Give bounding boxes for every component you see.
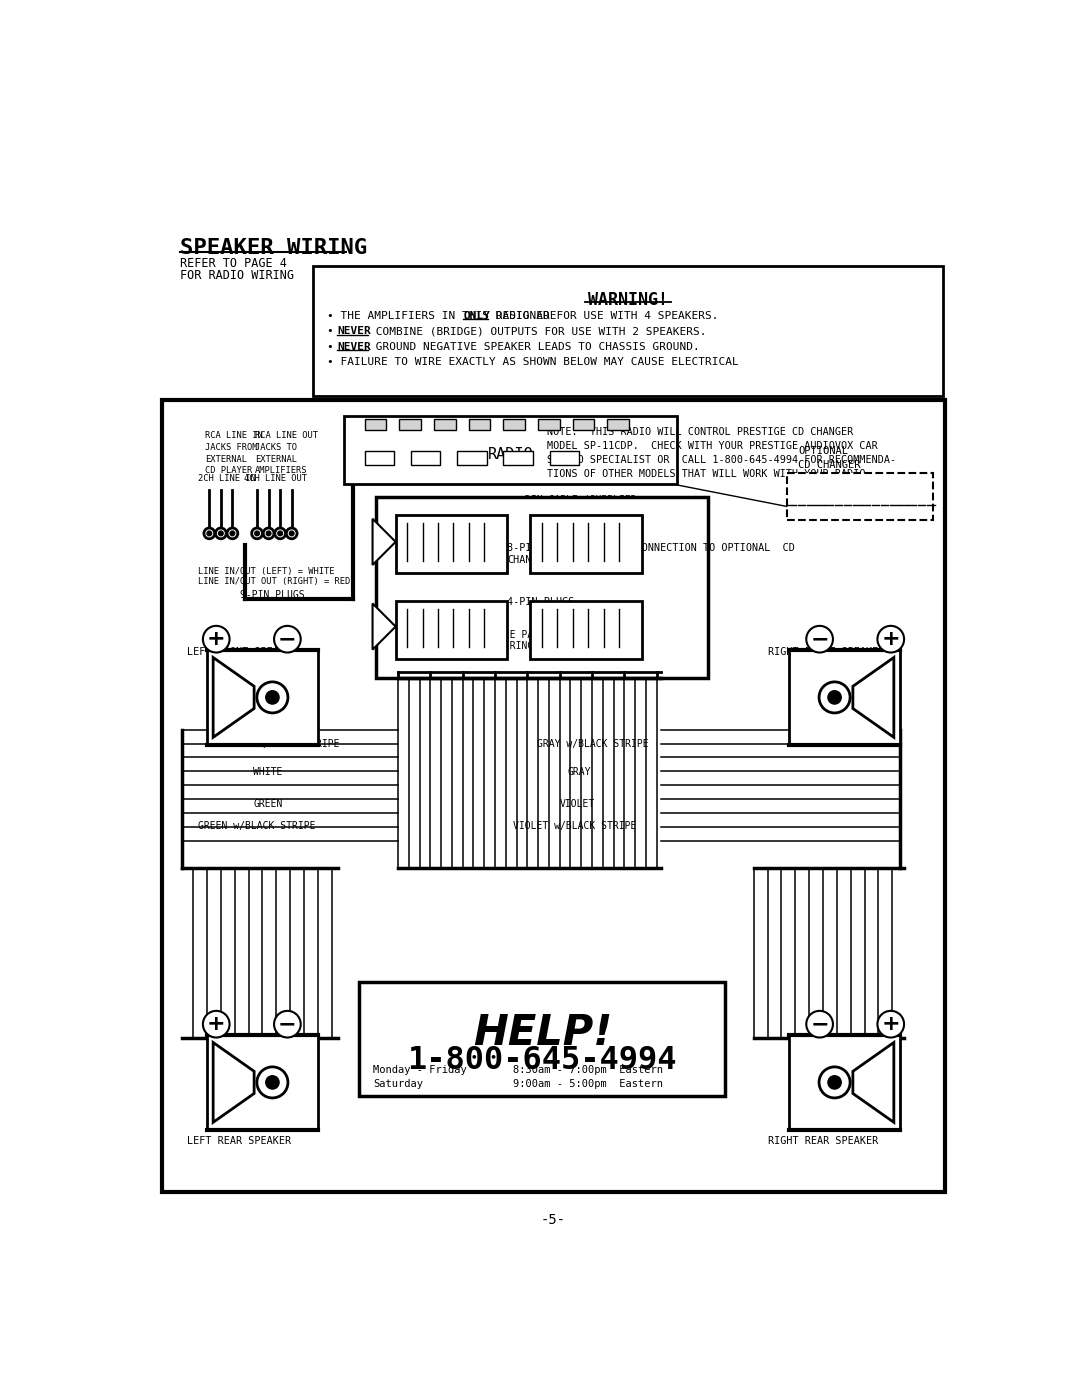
Text: NEVER: NEVER [337, 342, 370, 352]
Text: −: − [810, 629, 829, 650]
Text: 4-PIN PLUGS: 4-PIN PLUGS [508, 597, 575, 606]
Bar [789, 650, 900, 745]
Text: 2CH LINE IN: 2CH LINE IN [198, 474, 256, 483]
Polygon shape [853, 658, 894, 738]
Polygon shape [373, 604, 395, 650]
Bar [530, 515, 642, 573]
Circle shape [828, 1076, 841, 1090]
Text: −: − [278, 629, 297, 650]
Text: 8-PIN DIN SOCKET FOR CONNECTION TO OPTIONAL  CD
CHANGER: 8-PIN DIN SOCKET FOR CONNECTION TO OPTIO… [508, 543, 795, 564]
Polygon shape [373, 518, 395, 564]
Bar [365, 419, 387, 430]
Text: • FAILURE TO WIRE EXACTLY AS SHOWN BELOW MAY CAUSE ELECTRICAL: • FAILURE TO WIRE EXACTLY AS SHOWN BELOW… [327, 358, 739, 367]
Text: 1-800-645-4994: 1-800-645-4994 [407, 1045, 677, 1077]
Text: DESIGNED FOR USE WITH 4 SPEAKERS.: DESIGNED FOR USE WITH 4 SPEAKERS. [489, 312, 718, 321]
Text: +: + [881, 1014, 900, 1034]
Bar [400, 419, 421, 430]
Text: WHITE w/BLACK STRIPE: WHITE w/BLACK STRIPE [222, 739, 340, 749]
Text: RCA LINE IN
JACKS FROM
EXTERNAL
CD PLAYER: RCA LINE IN JACKS FROM EXTERNAL CD PLAYE… [205, 432, 264, 475]
Bar [789, 1035, 900, 1130]
Text: VIOLET: VIOLET [559, 799, 595, 809]
Bar [377, 497, 707, 678]
Bar [207, 650, 318, 745]
Circle shape [278, 531, 283, 535]
Text: WHITE: WHITE [253, 767, 283, 777]
Text: FOR RADIO WIRING: FOR RADIO WIRING [180, 268, 294, 282]
Bar [207, 1035, 318, 1130]
Bar [530, 601, 642, 659]
Circle shape [255, 531, 259, 535]
Bar [162, 400, 945, 1192]
Text: GROUND NEGATIVE SPEAKER LEADS TO CHASSIS GROUND.: GROUND NEGATIVE SPEAKER LEADS TO CHASSIS… [368, 342, 700, 352]
Bar [787, 472, 933, 520]
Text: -5-: -5- [541, 1214, 566, 1228]
Text: RIGHT REAR SPEAKER: RIGHT REAR SPEAKER [768, 1136, 878, 1147]
Bar [469, 419, 490, 430]
Text: +: + [207, 1014, 226, 1034]
Circle shape [266, 690, 279, 704]
Text: SEE PAGE 4 FOR RADIO
WIRING: SEE PAGE 4 FOR RADIO WIRING [498, 630, 616, 651]
Text: GREEN w/BLACK STRIPE: GREEN w/BLACK STRIPE [198, 820, 315, 831]
Circle shape [267, 531, 271, 535]
Text: COMBINE (BRIDGE) OUTPUTS FOR USE WITH 2 SPEAKERS.: COMBINE (BRIDGE) OUTPUTS FOR USE WITH 2 … [368, 327, 706, 337]
Bar [503, 419, 525, 430]
Text: •: • [327, 327, 340, 337]
Bar [345, 416, 677, 485]
Circle shape [266, 1076, 279, 1090]
Text: HELP!: HELP! [473, 1011, 612, 1053]
Text: 4CH LINE OUT: 4CH LINE OUT [244, 474, 307, 483]
Text: NOTE:  THIS RADIO WILL CONTROL PRESTIGE CD CHANGER
MODEL SP-11CDP.  CHECK WITH Y: NOTE: THIS RADIO WILL CONTROL PRESTIGE C… [548, 427, 896, 479]
Text: VIOLET w/BLACK STRIPE: VIOLET w/BLACK STRIPE [513, 820, 636, 831]
Bar [313, 267, 943, 395]
Circle shape [230, 531, 234, 535]
Bar [607, 419, 629, 430]
Circle shape [207, 531, 212, 535]
Text: GRAY w/BLACK STRIPE: GRAY w/BLACK STRIPE [537, 739, 648, 749]
Text: •: • [327, 342, 340, 352]
Bar [411, 451, 441, 465]
Text: GRAY: GRAY [567, 767, 591, 777]
Bar [434, 419, 456, 430]
Text: SPEAKER WIRING: SPEAKER WIRING [180, 239, 367, 258]
Bar [538, 419, 559, 430]
Polygon shape [853, 1042, 894, 1122]
Text: • THE AMPLIFIERS IN THIS RADIO ARE: • THE AMPLIFIERS IN THIS RADIO ARE [327, 312, 564, 321]
Text: ONLY: ONLY [463, 312, 490, 321]
Circle shape [828, 690, 841, 704]
Text: GREEN: GREEN [253, 799, 283, 809]
Text: −: − [810, 1014, 829, 1034]
Text: RIGHT FRONT SPEAKER: RIGHT FRONT SPEAKER [768, 647, 883, 657]
Bar [395, 515, 508, 573]
Text: RCA LINE OUT
JACKS TO
EXTERNAL
AMPLIFIERS: RCA LINE OUT JACKS TO EXTERNAL AMPLIFIER… [255, 432, 318, 475]
Text: LINE IN/OUT (LEFT) = WHITE: LINE IN/OUT (LEFT) = WHITE [198, 567, 335, 576]
Bar [503, 451, 532, 465]
Text: 9-PIN PLUGS: 9-PIN PLUGS [240, 590, 305, 599]
Circle shape [289, 531, 294, 535]
Text: +: + [881, 629, 900, 650]
Bar [572, 419, 594, 430]
Text: 9:00am - 5:00pm  Eastern: 9:00am - 5:00pm Eastern [513, 1080, 663, 1090]
Bar [395, 601, 508, 659]
Bar [360, 982, 725, 1097]
Text: DIN CABLE (SUPPLIED
WITH CD CHANGER).: DIN CABLE (SUPPLIED WITH CD CHANGER). [525, 495, 636, 518]
Text: REFER TO PAGE 4: REFER TO PAGE 4 [180, 257, 287, 270]
Bar [457, 451, 486, 465]
Text: LEFT REAR SPEAKER: LEFT REAR SPEAKER [187, 1136, 292, 1147]
Bar [365, 451, 394, 465]
Text: NEVER: NEVER [337, 327, 370, 337]
Polygon shape [213, 1042, 254, 1122]
Text: RADIO: RADIO [487, 447, 534, 461]
Bar [550, 451, 579, 465]
Text: WARNING!: WARNING! [589, 291, 669, 309]
Circle shape [218, 531, 224, 535]
Text: Saturday: Saturday [374, 1080, 423, 1090]
Text: 8:30am - 7:00pm  Eastern: 8:30am - 7:00pm Eastern [513, 1066, 663, 1076]
Polygon shape [213, 658, 254, 738]
Text: −: − [278, 1014, 297, 1034]
Text: LEFT FRONT SPEAKER: LEFT FRONT SPEAKER [187, 647, 297, 657]
Text: LINE IN/OUT OUT (RIGHT) = RED: LINE IN/OUT OUT (RIGHT) = RED [198, 577, 350, 585]
Text: OPTIONAL
CD CHANGER: OPTIONAL CD CHANGER [798, 447, 861, 471]
Text: Monday - Friday: Monday - Friday [374, 1066, 467, 1076]
Text: +: + [207, 629, 226, 650]
